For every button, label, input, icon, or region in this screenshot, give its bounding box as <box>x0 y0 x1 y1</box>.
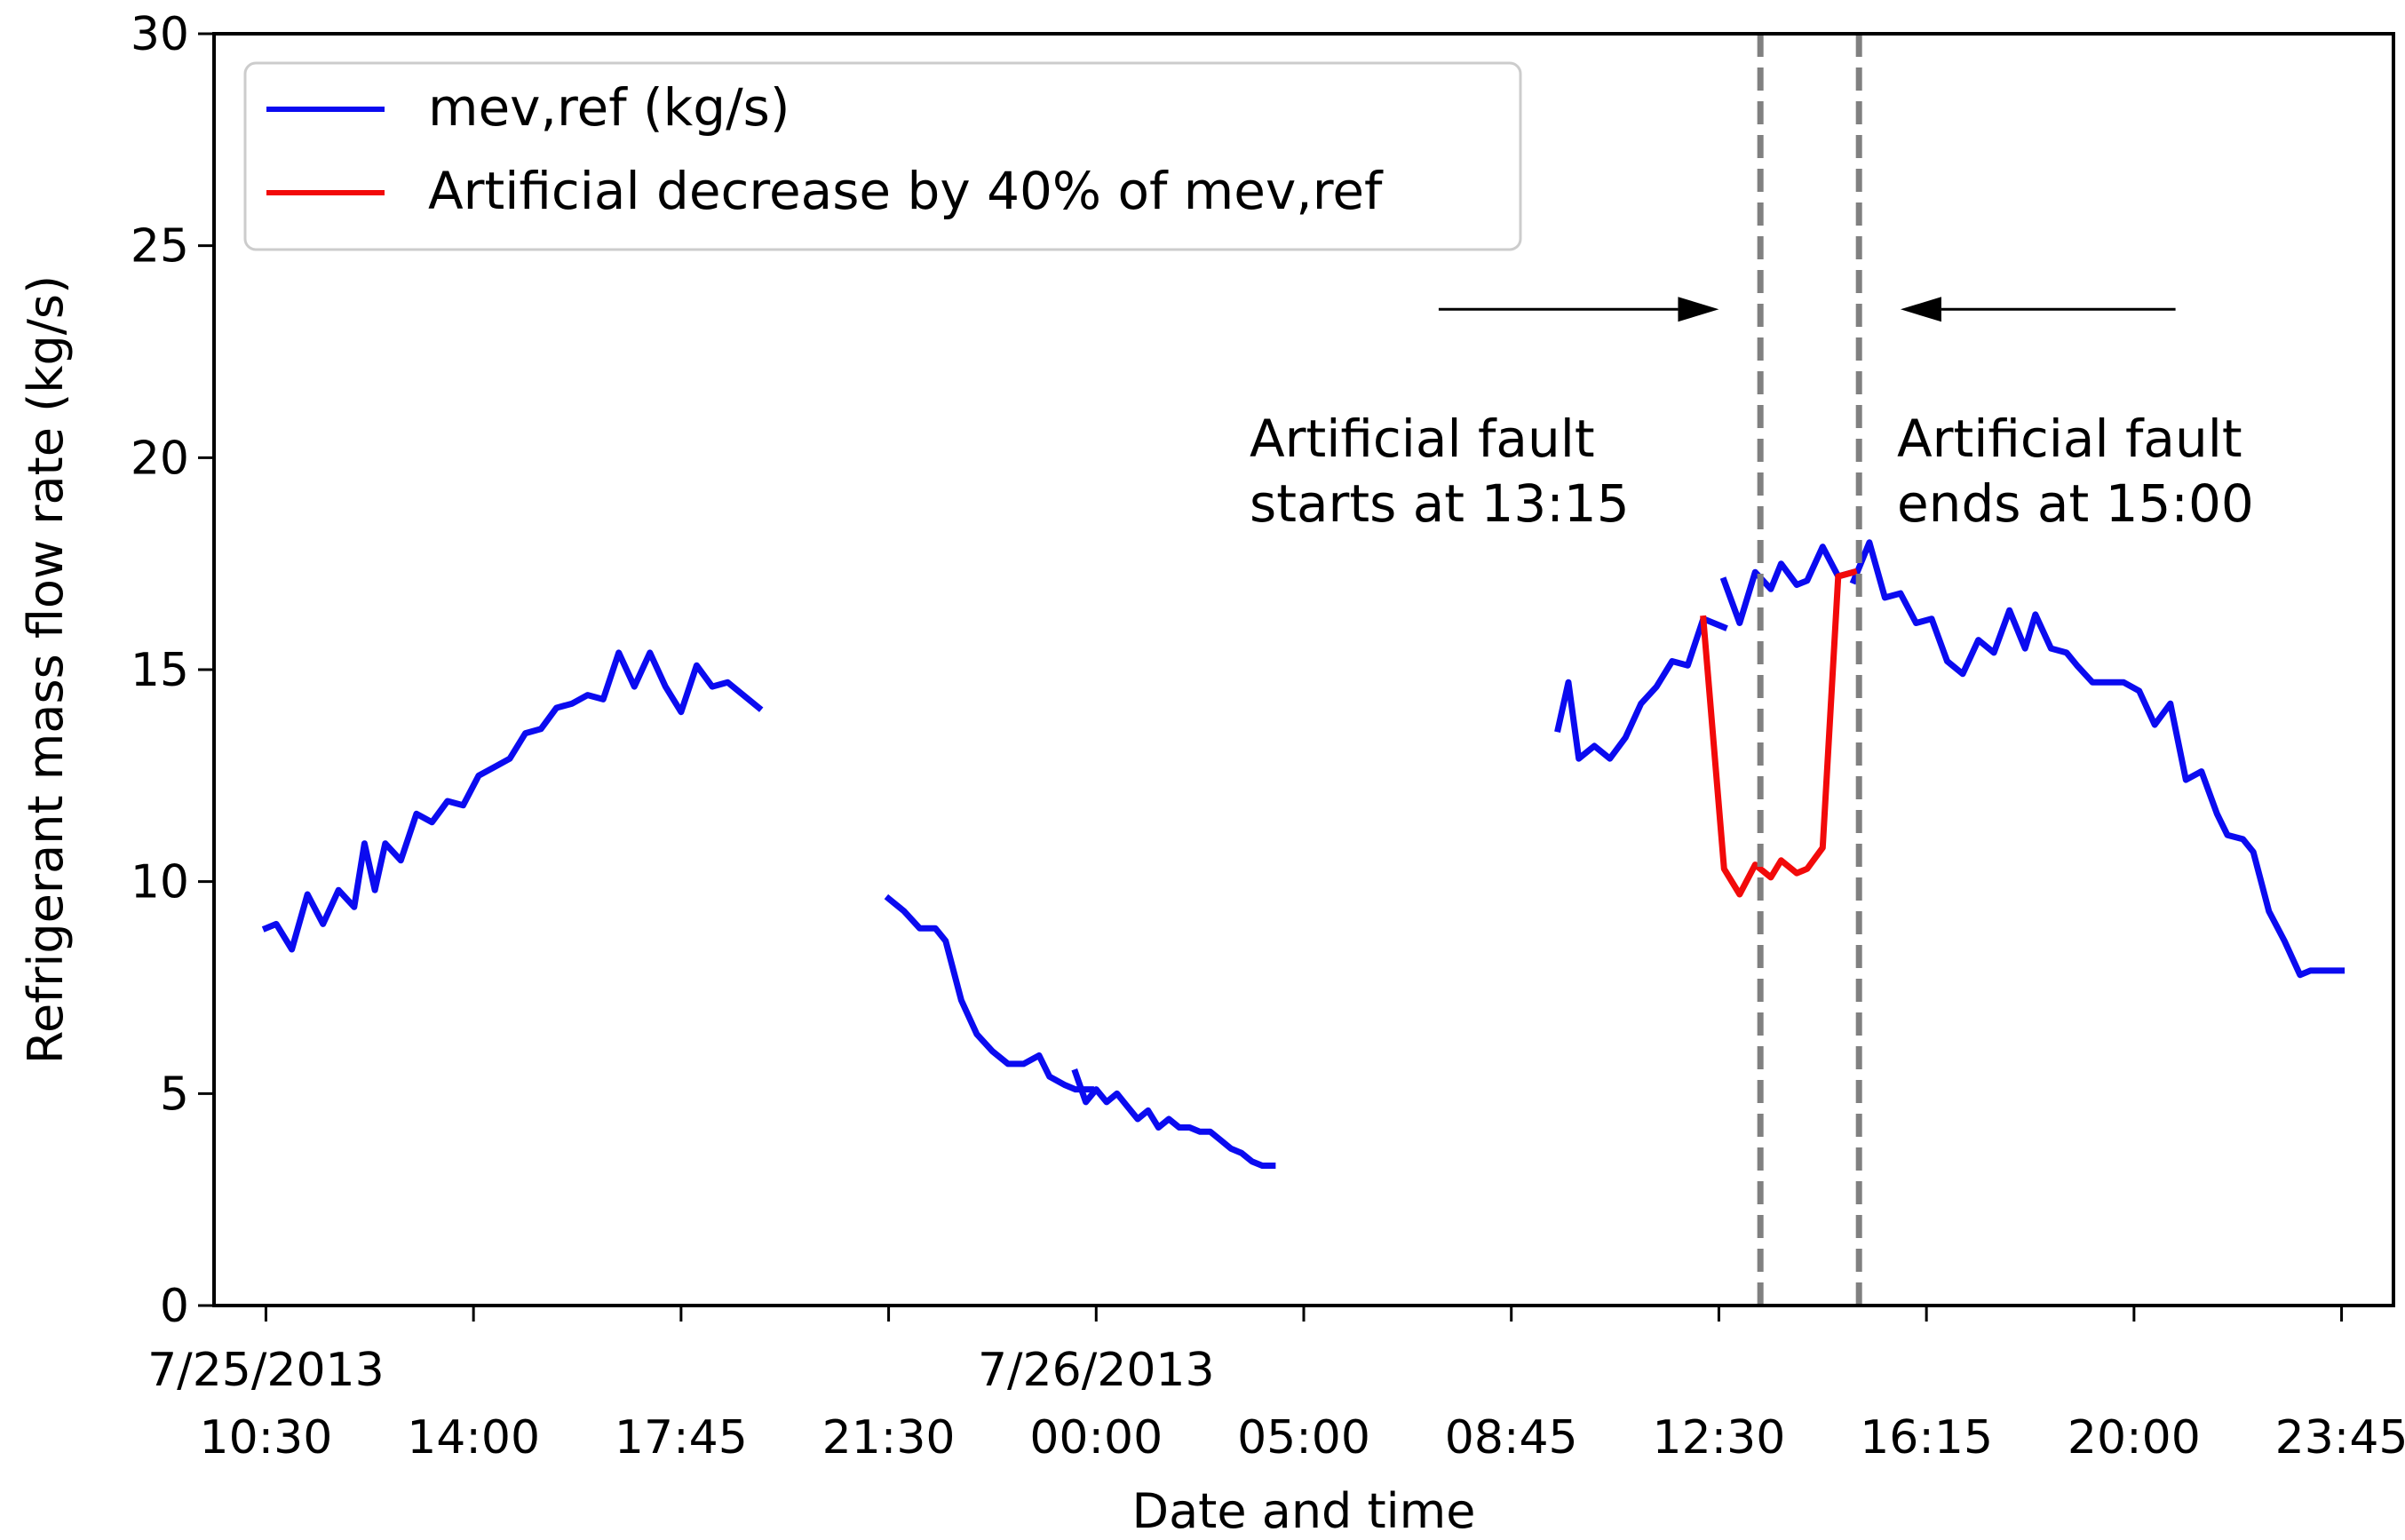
y-tick-label-1: 5 <box>160 1068 189 1121</box>
y-axis-ticks: 0 5 10 15 20 25 30 <box>131 8 214 1333</box>
y-tick-label-0: 0 <box>160 1280 189 1333</box>
x-tick-time-4: 00:00 <box>1029 1411 1163 1465</box>
x-tick-time-9: 20:00 <box>2068 1411 2201 1465</box>
x-tick-time-0: 10:30 <box>199 1411 332 1465</box>
annotation-fault-start-line-1: Artificial fault <box>1250 409 1595 469</box>
x-tick-date-4: 7/26/2013 <box>978 1344 1215 1397</box>
x-tick-time-3: 21:30 <box>822 1411 956 1465</box>
y-tick-label-3: 15 <box>131 644 189 697</box>
series-0-segment-4-line <box>1719 544 1858 626</box>
arrow-1-head <box>1900 297 1941 322</box>
fault-arrows <box>1438 297 2176 322</box>
annotation-fault-end-line-1: Artificial fault <box>1897 409 2242 469</box>
series-0-segment-2-line <box>1071 1068 1276 1169</box>
annotation-fault-start: Artificial fault starts at 13:15 <box>1250 409 1630 534</box>
y-tick-label-6: 30 <box>131 8 189 61</box>
x-tick-time-5: 05:00 <box>1237 1411 1370 1465</box>
series-1-segment-0-line <box>1700 568 1858 898</box>
legend-box <box>243 61 1522 251</box>
x-axis-label: Date and time <box>1132 1483 1476 1539</box>
y-tick-label-2: 10 <box>131 856 189 909</box>
x-tick-date-0: 7/25/2013 <box>147 1344 385 1397</box>
series-0-segment-5-line <box>1849 539 2345 979</box>
series-0-segment-3-line <box>1554 615 1728 762</box>
x-tick-time-7: 12:30 <box>1652 1411 1785 1465</box>
x-axis-ticks: 7/25/2013 10:30 14:00 17:45 21:30 7/26/2013 00… <box>147 1306 2405 1465</box>
annotation-fault-start-line-2: starts at 13:15 <box>1250 473 1630 534</box>
x-tick-time-6: 08:45 <box>1445 1411 1578 1465</box>
annotation-fault-end-line-2: ends at 15:00 <box>1897 473 2254 534</box>
x-tick-time-10: 23:45 <box>2275 1411 2405 1465</box>
fault-vlines <box>1757 34 1862 1306</box>
series-0-segment-0-line <box>261 649 764 953</box>
series-0-segment-1-line <box>884 893 1094 1093</box>
x-tick-time-2: 17:45 <box>615 1411 748 1465</box>
y-axis-label: Refrigerant mass flow rate (kg/s) <box>18 275 74 1064</box>
arrow-0-head <box>1678 297 1719 322</box>
legend-label-mev-ref: mev,ref (kg/s) <box>428 77 790 138</box>
legend: mev,ref (kg/s) Artificial decrease by 40… <box>243 61 1522 251</box>
y-tick-label-4: 20 <box>131 432 189 485</box>
annotation-fault-end: Artificial fault ends at 15:00 <box>1897 409 2258 534</box>
x-tick-time-1: 14:00 <box>407 1411 540 1465</box>
legend-label-artificial-decrease: Artificial decrease by 40% of mev,ref <box>428 161 1384 221</box>
x-tick-time-8: 16:15 <box>1860 1411 1993 1465</box>
y-tick-label-5: 25 <box>131 220 189 274</box>
plot-lines <box>261 539 2345 1169</box>
